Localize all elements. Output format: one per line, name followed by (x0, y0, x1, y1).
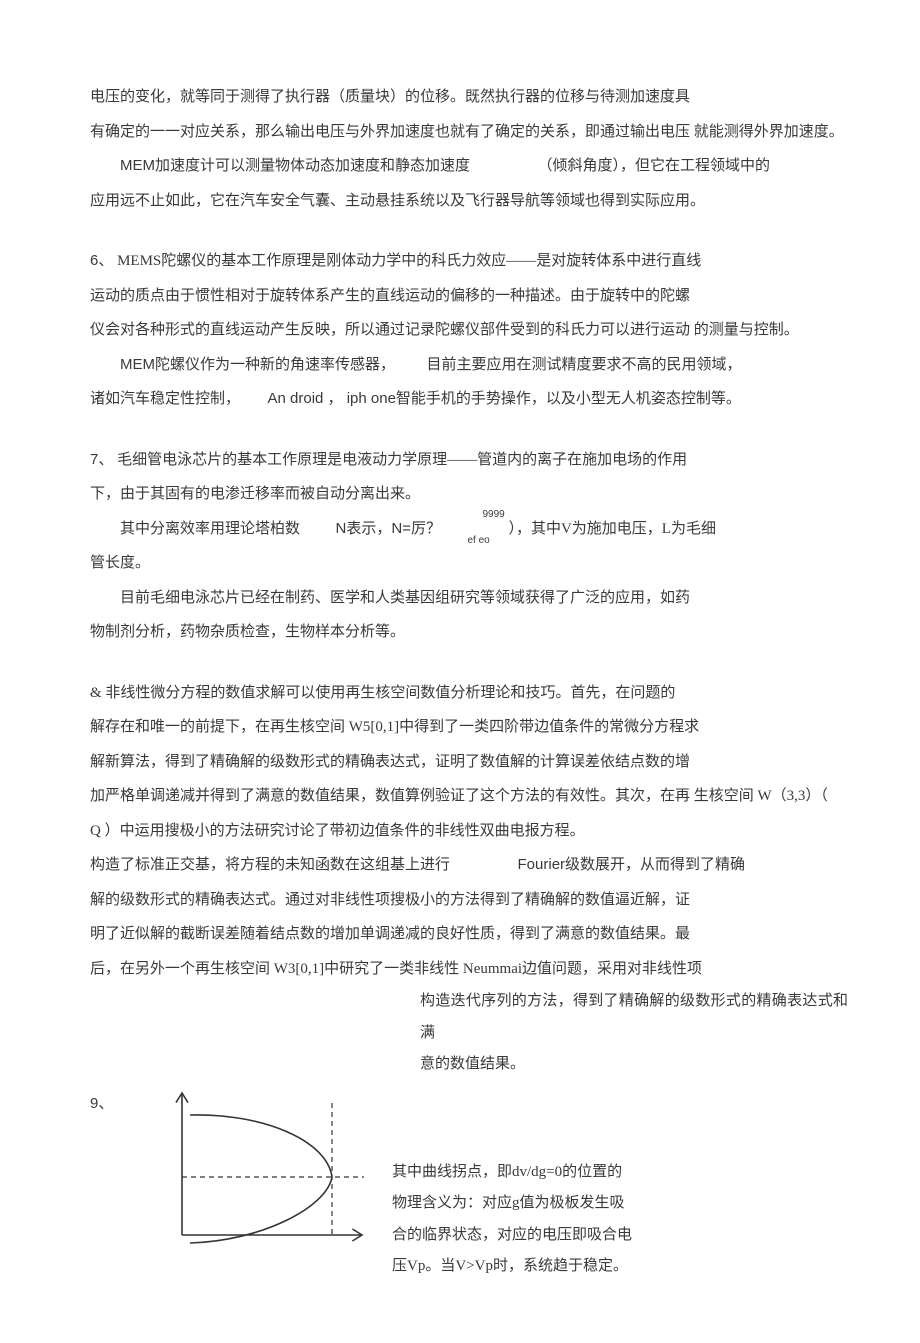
body-text: 管长度。 (90, 546, 848, 581)
body-text: ），其中V为施加电压，L为毛细 (508, 521, 716, 537)
body-text: 毛细管电泳芯片的基本工作原理是电液动力学原理——管道内的离子在施加电场的作用 (117, 452, 687, 468)
body-text: 诸如汽车稳定性控制， (90, 391, 240, 407)
body-text: 加严格单调递减并得到了满意的数值结果，数值算例验证了这个方法的有效性。其次，在再… (90, 779, 848, 814)
formula-line: 其中分离效率用理论塔柏数 N表示，N=厉？ 9999 ef eo ），其中V为施… (90, 512, 848, 547)
body-text: 构造了标准正交基，将方程的未知函数在这组基上进行 (90, 857, 450, 873)
body-text: MEM加速度计可以测量物体动态加速度和静态加速度 (120, 157, 470, 174)
section-9: 9、 其中曲线拐点，即dv/dg=0的位置的 物理含义为：对应g值为极板发生吸 … (90, 1085, 848, 1283)
body-text: 构造了标准正交基，将方程的未知函数在这组基上进行 Fourier级数展开，从而得… (90, 848, 848, 883)
body-text: MEMS陀螺仪的基本工作原理是刚体动力学中的科氏力效应——是对旋转体系中进行直线 (117, 253, 701, 269)
body-text: 运动的质点由于惯性相对于旋转体系产生的直线运动的偏移的一种描述。由于旋转中的陀螺 (90, 279, 848, 314)
body-text: 构造迭代序列的方法，得到了精确解的级数形式的精确表达式和满 (420, 986, 848, 1049)
section-number: 9、 (90, 1095, 113, 1112)
section-number: 6、 (90, 252, 113, 269)
formula-superscript: 9999 (482, 509, 504, 520)
formula-subscript: ef eo (467, 535, 489, 546)
body-text: Fourier级数展开，从而得到了精确 (518, 856, 746, 873)
body-text: MEM陀螺仪作为一种新的角速率传感器， 目前主要应用在测试精度要求不高的民用领域… (90, 348, 848, 383)
body-text: 解存在和唯一的前提下，在再生核空间 W5[0,1]中得到了一类四阶带边值条件的常… (90, 710, 848, 745)
body-text: 仪会对各种形式的直线运动产生反映，所以通过记录陀螺仪部件受到的科氏力可以进行运动… (90, 313, 848, 348)
body-text: 物理含义为：对应g值为极板发生吸 (392, 1188, 848, 1220)
body-text: 明了近似解的截断误差随着结点数的增加单调递减的良好性质，得到了满意的数值结果。最 (90, 917, 848, 952)
body-text: 下，由于其固有的电渗迁移率而被自动分离出来。 (90, 477, 848, 512)
body-text: An droid ， iph one智能手机的手势操作，以及小型无人机姿态控制等… (268, 390, 741, 407)
figure-caption: 其中曲线拐点，即dv/dg=0的位置的 物理含义为：对应g值为极板发生吸 合的临… (392, 1085, 848, 1283)
body-text: 目前毛细电泳芯片已经在制药、医学和人类基因组研究等领域获得了广泛的应用，如药 (90, 581, 848, 616)
body-text: 电压的变化，就等同于测得了执行器（质量块）的位移。既然执行器的位移与待测加速度具 (90, 80, 848, 115)
body-text: MEM加速度计可以测量物体动态加速度和静态加速度 （倾斜角度），但它在工程领域中… (90, 149, 848, 184)
body-text: MEM陀螺仪作为一种新的角速率传感器， (120, 356, 395, 373)
body-text: 意的数值结果。 (420, 1049, 848, 1081)
curve-chart-svg (132, 1085, 372, 1255)
body-text: 目前主要应用在测试精度要求不高的民用领域， (427, 357, 742, 373)
section-7: 7、 毛细管电泳芯片的基本工作原理是电液动力学原理——管道内的离子在施加电场的作… (90, 443, 848, 478)
section-number-col: 9、 (90, 1085, 112, 1122)
body-text: 诸如汽车稳定性控制， An droid ， iph one智能手机的手势操作，以… (90, 382, 848, 417)
body-text: 合的临界状态，对应的电压即吸合电 (392, 1220, 848, 1252)
section-number: 7、 (90, 451, 113, 468)
body-text: 应用远不止如此，它在汽车安全气囊、主动悬挂系统以及飞行器导航等领域也得到实际应用… (90, 184, 848, 219)
body-text: 物制剂分析，药物杂质检查，生物样本分析等。 (90, 615, 848, 650)
section-8: & 非线性微分方程的数值求解可以使用再生核空间数值分析理论和技巧。首先，在问题的 (90, 676, 848, 711)
body-text: 后，在另外一个再生核空间 W3[0,1]中研究了一类非线性 Neummai边值问… (90, 952, 848, 987)
body-text: 其中曲线拐点，即dv/dg=0的位置的 (392, 1157, 848, 1189)
body-text: 其中分离效率用理论塔柏数 (120, 521, 300, 537)
body-text: N表示，N=厉？ (336, 520, 441, 537)
body-text: 解新算法，得到了精确解的级数形式的精确表达式，证明了数值解的计算误差依结点数的增 (90, 745, 848, 780)
body-text: Q ）中运用搜极小的方法研究讨论了带初边值条件的非线性双曲电报方程。 (90, 814, 848, 849)
body-text: 解的级数形式的精确表达式。通过对非线性项搜极小的方法得到了精确解的数值逼近解，证 (90, 883, 848, 918)
body-text: 有确定的一一对应关系，那么输出电压与外界加速度也就有了确定的关系，即通过输出电压… (90, 115, 848, 150)
figure-curve (132, 1085, 372, 1269)
body-text: 压Vp。当V>Vp时，系统趋于稳定。 (392, 1251, 848, 1283)
body-text: （倾斜角度），但它在工程领域中的 (538, 158, 771, 174)
section-6: 6、 MEMS陀螺仪的基本工作原理是刚体动力学中的科氏力效应——是对旋转体系中进… (90, 244, 848, 279)
